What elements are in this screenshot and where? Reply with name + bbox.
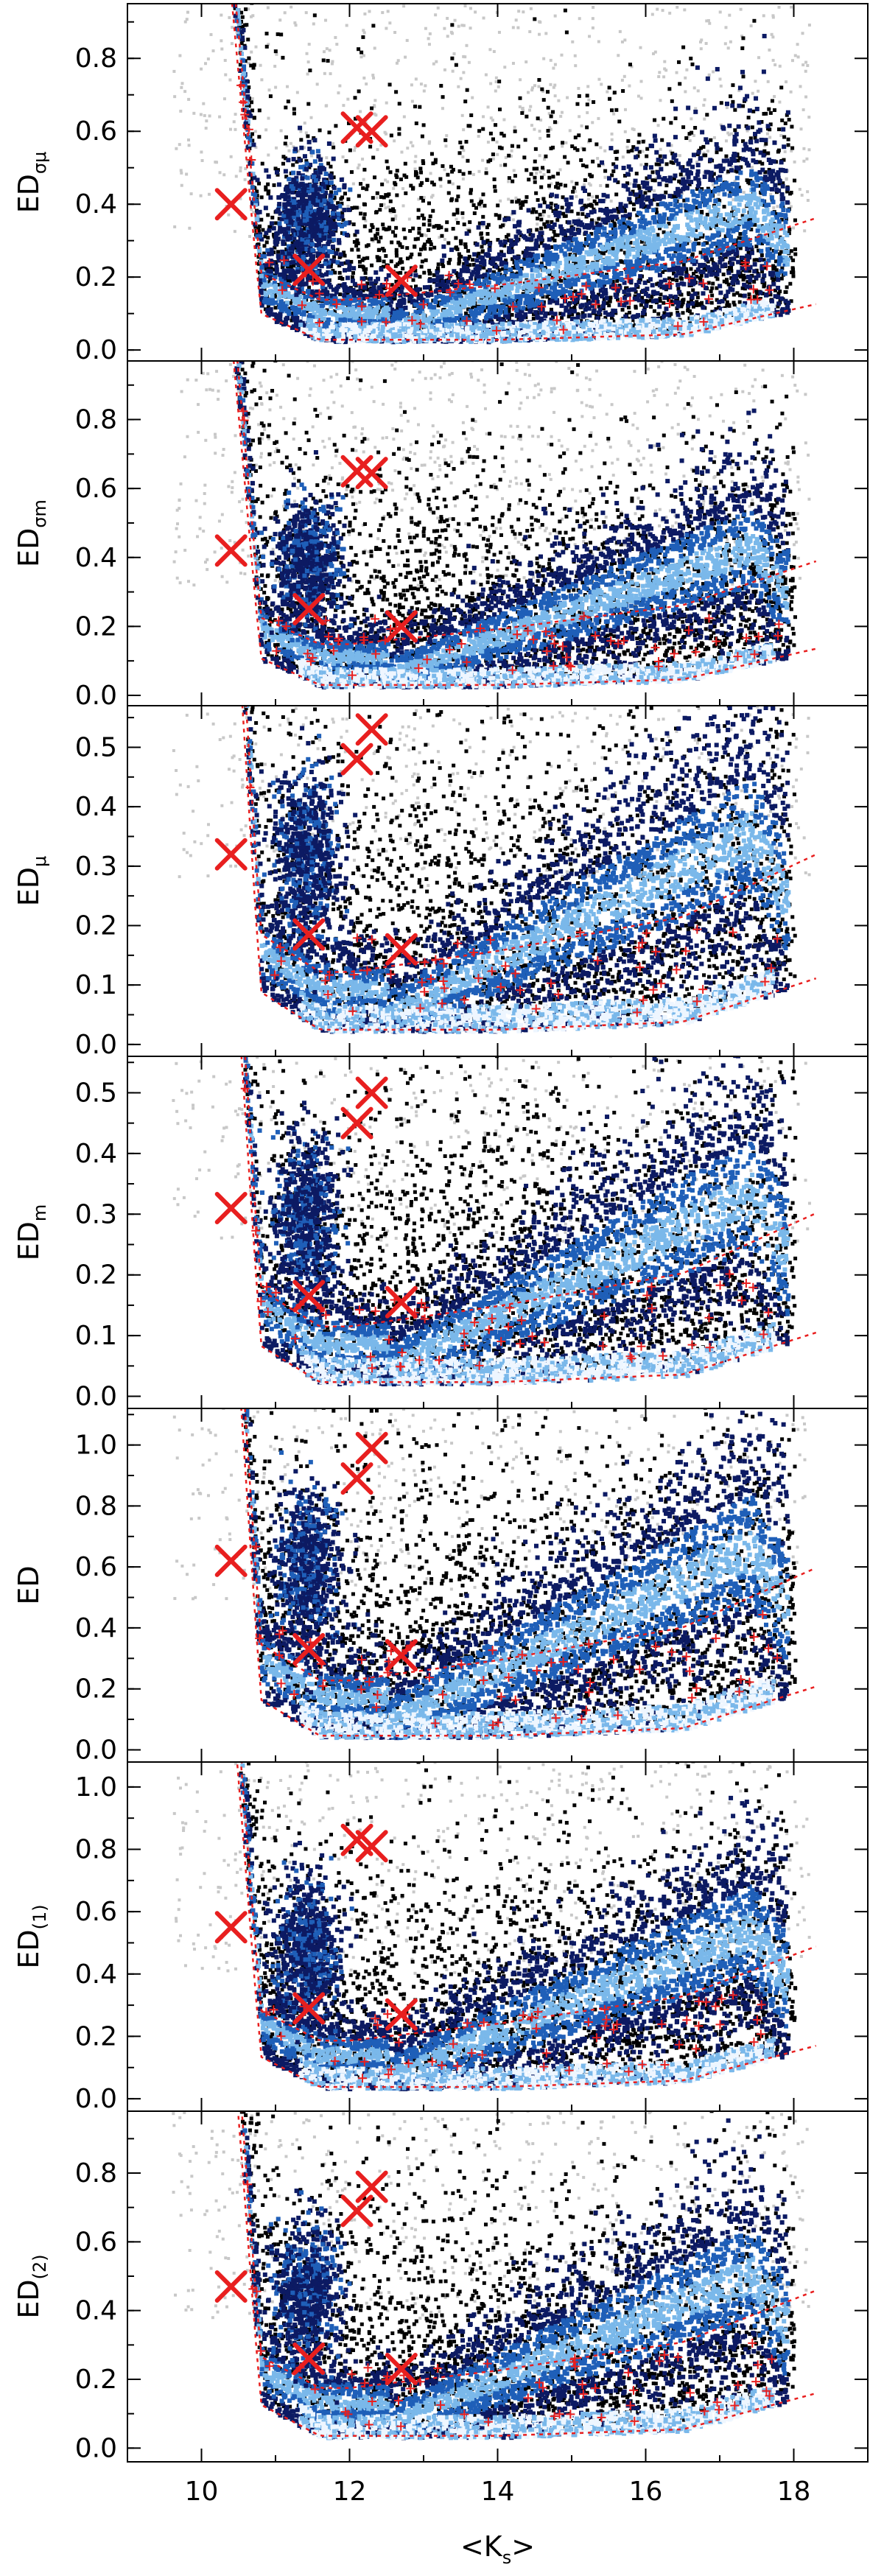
y-tick-label: 0.4 <box>75 1613 117 1643</box>
y-tick-label: 0.1 <box>75 1321 117 1351</box>
y-tick-label: 0.0 <box>75 1735 117 1765</box>
x-tick-label: 18 <box>777 2477 811 2507</box>
y-tick-label: 0.6 <box>75 1897 117 1927</box>
y-tick-label: 0.0 <box>75 1382 117 1412</box>
y-tick-label: 0.8 <box>75 1835 117 1865</box>
y-tick-label: 0.8 <box>75 43 117 74</box>
y-tick-label: 0.4 <box>75 189 117 220</box>
y-tick-label: 0.4 <box>75 792 117 822</box>
y-tick-label: 0.5 <box>75 1078 117 1108</box>
y-tick-label: 0.8 <box>75 405 117 435</box>
y-tick-label: 0.6 <box>75 116 117 147</box>
y-tick-label: 1.0 <box>75 1772 117 1803</box>
y-tick-label: 0.1 <box>75 970 117 1000</box>
y-tick-label: 0.8 <box>75 2158 117 2189</box>
y-tick-label: 0.0 <box>75 681 117 711</box>
y-tick-label: 0.4 <box>75 543 117 573</box>
y-tick-label: 0.5 <box>75 732 117 762</box>
y-tick-label: 0.3 <box>75 1199 117 1229</box>
x-tick-label: 16 <box>629 2477 663 2507</box>
y-tick-label: 0.4 <box>75 1139 117 1169</box>
y-tick-label: 0.6 <box>75 2227 117 2257</box>
x-tick-label: 10 <box>185 2477 219 2507</box>
y-tick-label: 0.2 <box>75 1260 117 1291</box>
y-tick-label: 0.2 <box>75 262 117 292</box>
y-tick-label: 0.0 <box>75 1030 117 1060</box>
y-tick-label: 0.6 <box>75 1552 117 1582</box>
y-tick-label: 0.0 <box>75 2084 117 2114</box>
y-tick-label: 0.0 <box>75 2433 117 2463</box>
y-tick-label: 0.3 <box>75 852 117 882</box>
y-tick-label: 0.2 <box>75 2365 117 2395</box>
y-tick-label: 0.2 <box>75 611 117 642</box>
x-tick-label: 12 <box>333 2477 367 2507</box>
y-axis-label: ED <box>13 1565 45 1604</box>
y-tick-label: 1.0 <box>75 1431 117 1461</box>
y-tick-label: 0.2 <box>75 911 117 941</box>
y-tick-label: 0.2 <box>75 2021 117 2052</box>
y-tick-label: 0.0 <box>75 335 117 365</box>
x-tick-label: 14 <box>481 2477 515 2507</box>
y-tick-label: 0.4 <box>75 1959 117 1990</box>
x-axis-label: <Ks> <box>460 2530 535 2568</box>
y-tick-label: 0.4 <box>75 2296 117 2326</box>
y-tick-label: 0.6 <box>75 474 117 504</box>
y-tick-label: 0.2 <box>75 1674 117 1705</box>
y-tick-label: 0.8 <box>75 1491 117 1521</box>
